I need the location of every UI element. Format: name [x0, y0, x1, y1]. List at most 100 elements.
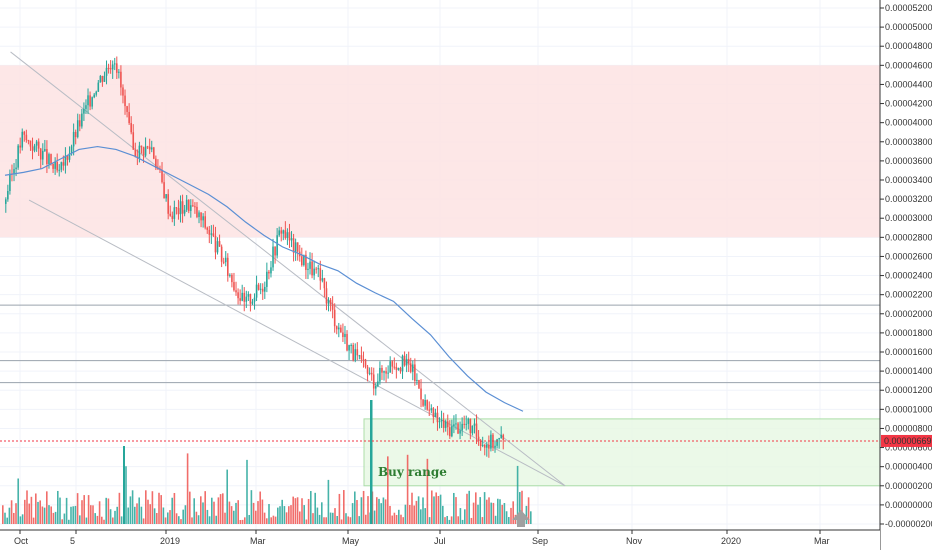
- volume-bar: [257, 501, 259, 524]
- candle-body: [196, 206, 198, 218]
- candle-body: [444, 421, 447, 428]
- candle-body: [76, 120, 79, 138]
- candle-body: [409, 363, 412, 372]
- candle-body: [475, 423, 478, 437]
- candle-body: [169, 213, 172, 216]
- candle-body: [469, 418, 472, 434]
- candle-body: [97, 82, 100, 92]
- candle-body: [187, 199, 190, 211]
- candle-body: [50, 154, 52, 164]
- candle-body: [407, 358, 410, 364]
- volume-bar: [525, 505, 528, 524]
- volume-bar: [464, 509, 466, 524]
- candle-body: [488, 444, 490, 449]
- candle-body: [335, 326, 338, 330]
- candle-body: [424, 400, 426, 406]
- volume-bar: [294, 498, 297, 524]
- candle-body: [54, 161, 56, 169]
- volume-bar: [226, 469, 228, 524]
- volume-bar: [417, 496, 420, 524]
- volume-bar: [222, 493, 224, 524]
- candle-body: [224, 257, 227, 263]
- volume-bar: [279, 506, 281, 524]
- volume-bar: [142, 518, 145, 524]
- volume-bar: [63, 513, 66, 524]
- candle-body: [377, 381, 379, 386]
- price-tick-label: 0.00000200: [885, 481, 932, 491]
- volume-bar: [83, 495, 85, 524]
- candle-body: [418, 379, 420, 389]
- candle-body: [455, 423, 457, 425]
- volume-bar: [530, 511, 532, 524]
- candle-body: [142, 147, 145, 156]
- volume-bar: [277, 507, 279, 524]
- candle-body: [83, 108, 85, 114]
- candle-body: [15, 167, 17, 170]
- candle-body: [208, 229, 211, 235]
- volume-bar: [431, 490, 433, 524]
- candle-body: [93, 94, 95, 98]
- wedge-trend-line[interactable]: [10, 51, 566, 487]
- candle-body: [74, 131, 77, 138]
- candle-body: [451, 426, 453, 437]
- volume-bar: [61, 519, 63, 524]
- volume-bar: [134, 506, 136, 524]
- candle-body: [317, 268, 320, 270]
- volume-bar: [13, 512, 15, 524]
- volume-bar: [92, 505, 94, 524]
- volume-bar: [292, 496, 294, 524]
- volume-bar: [283, 506, 286, 524]
- volume-bar: [400, 514, 402, 524]
- candle-body: [95, 91, 98, 95]
- candle-body: [463, 423, 465, 425]
- wedge-trend-line[interactable]: [28, 199, 566, 487]
- candle-body: [496, 439, 498, 446]
- price-tick-label: 0.00002400: [885, 271, 932, 281]
- candle-body: [52, 163, 54, 169]
- volume-bar: [213, 501, 215, 524]
- volume-bar: [426, 458, 429, 524]
- candle-body: [278, 230, 280, 236]
- candle-body: [391, 361, 394, 367]
- candle-body: [401, 355, 404, 372]
- candle-body: [414, 364, 416, 382]
- volume-bar: [164, 517, 167, 524]
- current-price-label: 0.00000669: [884, 436, 932, 446]
- volume-bar: [74, 505, 77, 524]
- candle-body: [33, 145, 36, 151]
- candle-body: [171, 215, 174, 219]
- candle-body: [280, 230, 283, 234]
- volume-bar: [233, 510, 235, 524]
- volume-bar: [512, 501, 514, 524]
- volume-bar: [327, 479, 330, 524]
- volume-bar: [120, 516, 123, 524]
- volume-bar: [72, 506, 74, 524]
- candle-body: [120, 71, 122, 88]
- candle-body: [237, 292, 239, 299]
- price-tick-label: 0.00001800: [885, 328, 932, 338]
- volume-bar: [475, 492, 477, 524]
- volume-bar: [151, 491, 154, 524]
- candle-body: [432, 408, 435, 418]
- volume-bar: [208, 516, 211, 524]
- volume-bar: [479, 497, 481, 524]
- volume-bar: [230, 506, 233, 524]
- volume-bar: [182, 509, 184, 524]
- candle-body: [500, 434, 502, 438]
- candle-body: [358, 355, 361, 357]
- volume-bar: [505, 511, 508, 524]
- volume-bar: [356, 500, 358, 524]
- up-arrow-icon: [512, 510, 530, 527]
- candle-body: [453, 424, 455, 427]
- candle-body: [220, 246, 223, 262]
- volume-bar: [85, 517, 88, 524]
- candle-body: [375, 385, 377, 389]
- candle-body: [440, 419, 443, 422]
- candle-body: [333, 309, 336, 327]
- time-tick-label: 2020: [721, 536, 741, 546]
- volume-bar: [268, 504, 270, 524]
- volume-bar: [365, 514, 367, 524]
- volume-bar: [35, 493, 37, 524]
